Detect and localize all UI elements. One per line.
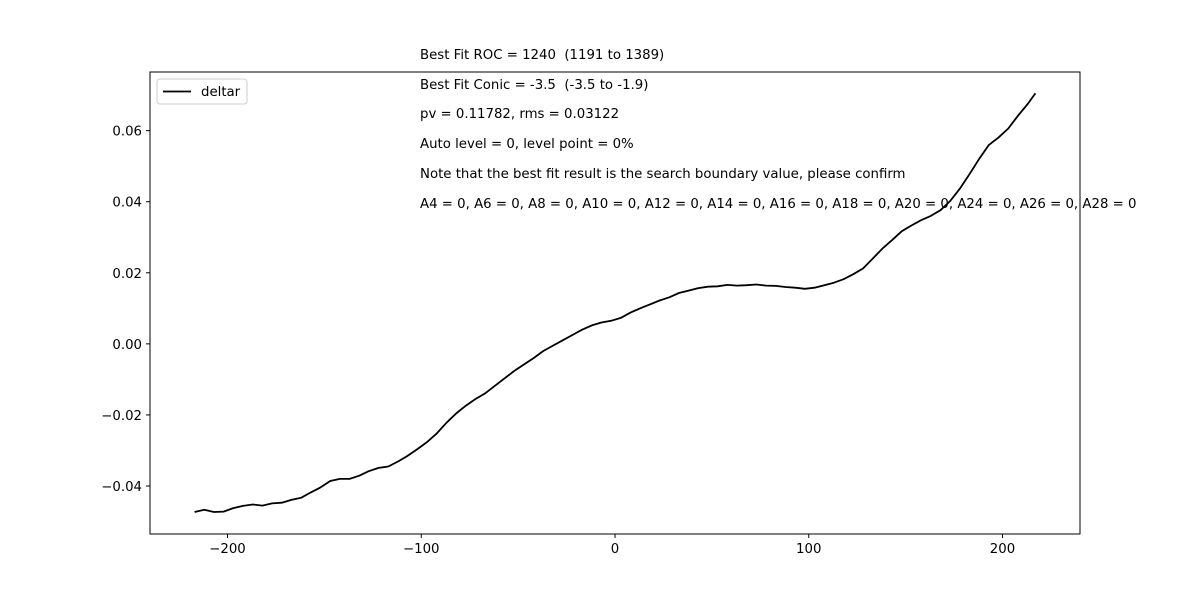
annotation-coefficients: A4 = 0, A6 = 0, A8 = 0, A10 = 0, A12 = 0…: [420, 197, 1137, 212]
y-tick-label: 0.02: [112, 267, 142, 282]
plot-background: [150, 72, 1080, 534]
deltar-line: [194, 92, 1037, 513]
y-axis: −0.04 −0.02 0.00 0.02 0.04 0.06: [101, 125, 150, 495]
plot-frame: [149, 71, 1081, 535]
annotation-auto-level: Auto level = 0, level point = 0%: [420, 137, 634, 152]
x-axis: −200 −100 0 100 200: [209, 534, 1015, 557]
annotation-pv-rms: pv = 0.11782, rms = 0.03122: [420, 107, 620, 122]
x-tick-label: −200: [209, 542, 246, 557]
x-tick-label: 200: [990, 542, 1015, 557]
y-tick-label: 0.06: [112, 125, 142, 140]
legend: deltar: [156, 78, 248, 105]
annotation-note: Note that the best fit result is the sea…: [420, 167, 906, 182]
legend-box: [156, 78, 248, 105]
y-tick-label: −0.02: [101, 409, 142, 424]
x-tick-label: −100: [403, 542, 440, 557]
y-tick-label: 0.00: [112, 338, 142, 353]
x-tick-label: 0: [611, 542, 619, 557]
y-tick-label: −0.04: [101, 480, 142, 495]
x-tick-label: 100: [796, 542, 821, 557]
y-tick-label: 0.04: [112, 196, 142, 211]
legend-label: deltar: [201, 85, 241, 100]
annotation-roc: Best Fit ROC = 1240 (1191 to 1389): [420, 48, 665, 63]
annotation-conic: Best Fit Conic = -3.5 (-3.5 to -1.9): [420, 78, 649, 93]
